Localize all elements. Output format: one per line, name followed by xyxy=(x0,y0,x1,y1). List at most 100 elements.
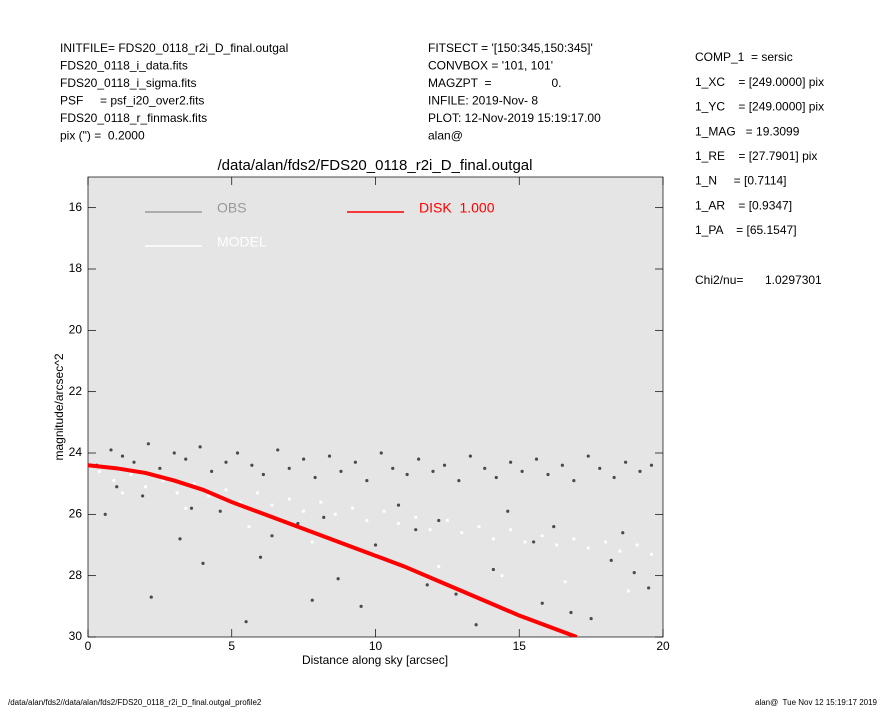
data-point xyxy=(244,620,248,624)
data-point xyxy=(218,509,222,513)
data-point xyxy=(109,448,113,452)
data-point xyxy=(322,515,326,520)
data-point xyxy=(189,506,194,510)
disk-line xyxy=(88,463,578,637)
data-point xyxy=(201,561,205,566)
data-point xyxy=(417,457,421,461)
x-tick-label: 0 xyxy=(85,639,92,653)
data-point xyxy=(287,466,291,470)
data-point xyxy=(460,531,464,535)
data-point xyxy=(313,475,317,480)
y-tick-label: 28 xyxy=(69,568,83,582)
data-point xyxy=(621,531,625,535)
data-point xyxy=(437,518,441,523)
data-point xyxy=(302,457,306,461)
data-point xyxy=(373,543,378,547)
data-point xyxy=(224,460,228,464)
data-point xyxy=(437,564,441,569)
data-point xyxy=(379,451,383,455)
data-point xyxy=(491,537,495,541)
data-point xyxy=(586,454,590,458)
legend-label: OBS xyxy=(217,200,247,216)
footer-left: /data/alan/fds2//data/alan/fds2/FDS20_01… xyxy=(8,698,262,707)
data-point xyxy=(425,583,429,587)
data-point xyxy=(120,454,125,458)
header: INITFILE= FDS20_0118_r2i_D_final.outgal F… xyxy=(60,41,824,237)
data-point xyxy=(319,500,323,504)
data-point xyxy=(256,491,260,495)
data-point xyxy=(520,469,524,473)
data-point xyxy=(598,466,602,470)
axes: 0 5 10 15 20 16 18 20 22 24 26 28 30 OBS MODEL DISK 1.0… xyxy=(69,177,670,653)
data-point xyxy=(414,515,418,520)
data-point xyxy=(612,475,616,480)
header-left-line: PSF = psf_i20_over2.fits xyxy=(60,94,204,108)
data-point xyxy=(365,518,369,523)
data-point xyxy=(635,543,639,547)
data-point xyxy=(141,494,145,498)
data-point xyxy=(569,610,573,615)
data-point xyxy=(483,466,487,470)
header-right-line: 1_YC = [249.0000] pix xyxy=(695,100,824,114)
data-point xyxy=(609,558,613,562)
data-point xyxy=(276,448,280,452)
data-layer xyxy=(88,442,654,637)
y-tick-label: 18 xyxy=(69,261,83,275)
data-point xyxy=(589,617,593,621)
data-point xyxy=(523,540,527,544)
legend-label: DISK 1.000 xyxy=(419,200,495,216)
header-left-line: pix (") = 0.2000 xyxy=(60,129,145,143)
data-point xyxy=(405,472,409,477)
data-point xyxy=(454,592,458,596)
data-point xyxy=(414,528,418,532)
data-point xyxy=(158,466,162,470)
header-right-line: COMP_1 = sersic xyxy=(695,50,793,64)
data-point xyxy=(115,485,119,489)
header-middle-line: INFILE: 2019-Nov- 8 xyxy=(428,94,538,108)
data-point xyxy=(494,475,498,480)
header-middle-line: alan@ xyxy=(428,129,463,143)
y-tick-label: 16 xyxy=(69,200,83,214)
chi2-value: 1.0297301 xyxy=(765,273,822,287)
data-point xyxy=(626,589,631,593)
data-point xyxy=(146,442,150,446)
y-tick-label: 26 xyxy=(69,507,83,521)
header-middle-line: FITSECT = '[150:345,150:345]' xyxy=(428,41,593,55)
data-point xyxy=(649,463,654,467)
y-tick-label: 30 xyxy=(69,629,83,643)
data-point xyxy=(350,506,355,510)
data-point xyxy=(175,491,179,495)
data-point xyxy=(552,525,556,529)
data-point xyxy=(474,623,478,627)
data-point xyxy=(632,571,636,575)
data-point xyxy=(198,445,202,449)
data-point xyxy=(649,552,654,556)
header-left-line: FDS20_0118_i_sigma.fits xyxy=(60,76,197,90)
header-right-line: 1_AR = [0.9347] xyxy=(695,198,792,212)
data-point xyxy=(396,503,401,507)
data-point xyxy=(270,534,274,538)
data-point xyxy=(540,601,544,605)
plot-area xyxy=(87,176,664,638)
data-point xyxy=(572,537,576,541)
header-right-line: 1_XC = [249.0000] pix xyxy=(695,75,824,89)
data-point xyxy=(509,460,513,464)
data-point xyxy=(477,525,481,529)
header-left-line: FDS20_0118_i_data.fits xyxy=(60,59,188,73)
data-point xyxy=(112,479,116,483)
data-point xyxy=(333,512,337,516)
data-point xyxy=(235,451,240,455)
data-point xyxy=(339,469,343,473)
data-point xyxy=(270,503,274,507)
footer-right: alan@ Tue Nov 12 15:19:17 2019 xyxy=(755,698,878,707)
data-point xyxy=(391,466,395,470)
data-point xyxy=(258,555,263,559)
data-point xyxy=(172,451,176,455)
data-point xyxy=(192,482,196,486)
data-point xyxy=(336,577,340,581)
data-point xyxy=(129,472,133,477)
data-point xyxy=(618,549,622,553)
data-point xyxy=(365,479,369,483)
data-point xyxy=(546,472,550,477)
